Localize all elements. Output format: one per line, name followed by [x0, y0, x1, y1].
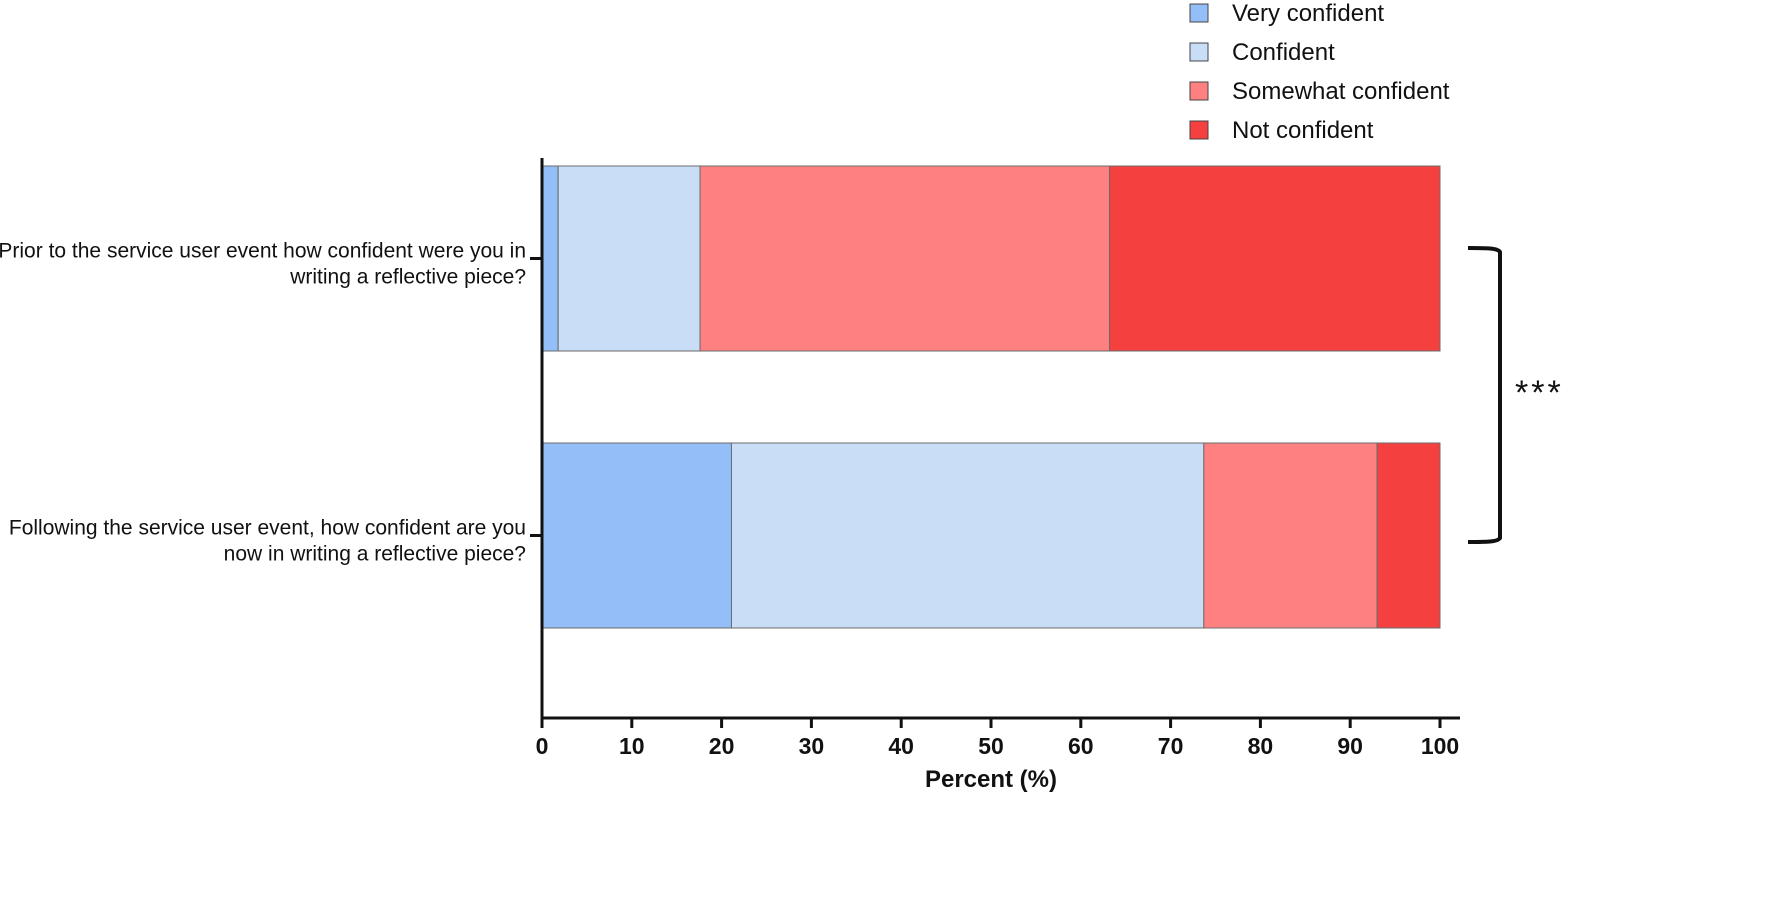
x-tick-label: 80 [1248, 733, 1274, 759]
x-tick-label: 40 [888, 733, 914, 759]
category-labels: Prior to the service user event how conf… [0, 240, 542, 566]
category-label: Prior to the service user event how conf… [0, 240, 526, 263]
legend-swatch [1189, 42, 1209, 62]
significance-bracket [1467, 246, 1502, 544]
bar-segment [1109, 165, 1441, 352]
bar-segment [557, 165, 701, 352]
bar-segment [1376, 442, 1441, 629]
category-label: now in writing a reflective piece? [224, 543, 526, 566]
bar-segment [1203, 442, 1378, 629]
bars [541, 165, 1441, 629]
bar-segment [541, 165, 559, 352]
bar-segment [541, 442, 732, 629]
x-tick-label: 0 [536, 733, 549, 759]
x-ticks: 0 10 20 30 40 50 60 70 80 90 100 [536, 718, 1459, 759]
x-tick-label: 30 [799, 733, 825, 759]
bar-segment [699, 165, 1111, 352]
x-tick-label: 10 [619, 733, 645, 759]
category-label: Following the service user event, how co… [9, 517, 526, 540]
legend-label: Confident [1232, 39, 1335, 66]
legend-swatch [1189, 81, 1209, 101]
legend-swatch [1189, 3, 1209, 23]
legend-label: Very confident [1232, 0, 1384, 27]
x-tick-label: 100 [1421, 733, 1459, 759]
x-tick-label: 50 [978, 733, 1004, 759]
x-tick-label: 20 [709, 733, 735, 759]
legend: Very confident Confident Somewhat confiden… [1189, 0, 1450, 144]
x-tick-label: 90 [1337, 733, 1363, 759]
bar-segment [730, 442, 1205, 629]
x-tick-label: 60 [1068, 733, 1094, 759]
x-axis-title: Percent (%) [925, 766, 1057, 793]
legend-label: Not confident [1232, 117, 1374, 144]
significance-label: *** [1515, 374, 1564, 412]
x-tick-label: 70 [1158, 733, 1184, 759]
axes [540, 158, 1460, 720]
legend-swatch [1189, 120, 1209, 140]
legend-label: Somewhat confident [1232, 78, 1450, 105]
category-label: writing a reflective piece? [289, 266, 526, 289]
